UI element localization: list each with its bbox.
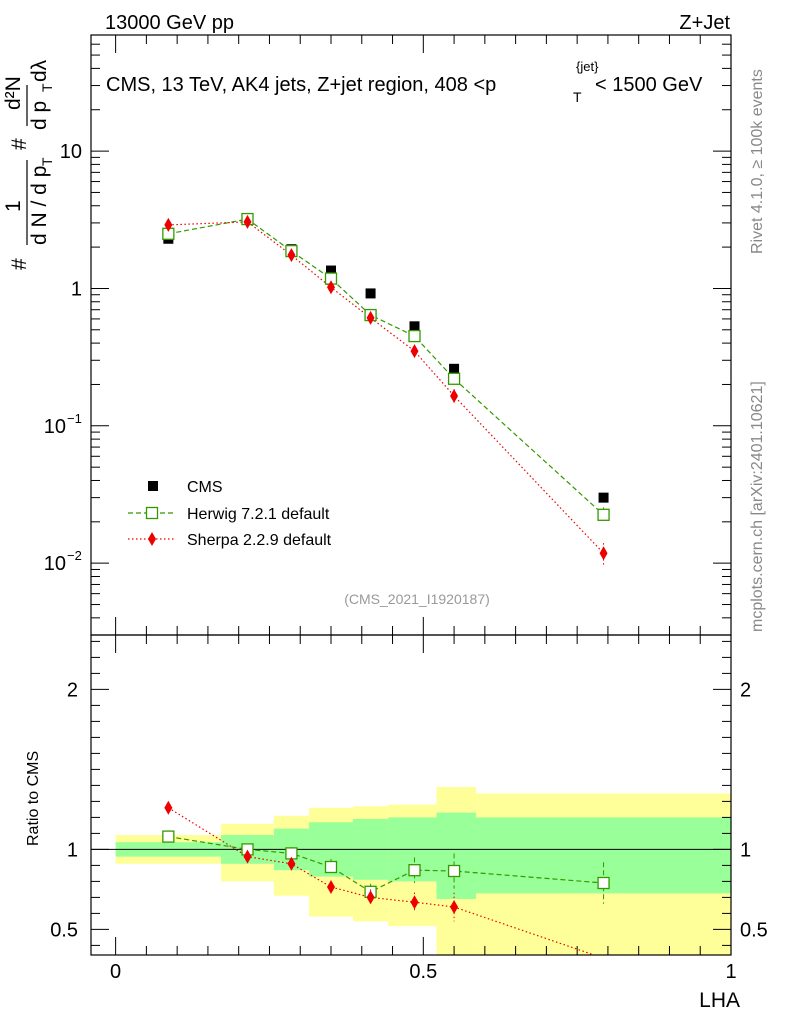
- ratio-ytick-label-left: 2: [67, 679, 78, 701]
- herwig-ratio-point: [597, 876, 610, 890]
- stat-uncertainty-band: [436, 812, 477, 899]
- ylabel-frac1-num: 1: [2, 200, 25, 212]
- cms-point: [598, 492, 609, 503]
- legend-label-cms: CMS: [187, 479, 223, 496]
- sherpa-point: [410, 344, 419, 359]
- cms-point: [449, 363, 460, 374]
- ylabel-sub-2: T: [39, 83, 55, 92]
- cms-point: [326, 265, 336, 276]
- herwig-point: [597, 508, 610, 521]
- ylabel-frac1-den: d N / d p: [28, 166, 51, 245]
- ratio-series: [162, 800, 610, 956]
- herwig-ratio-point: [162, 830, 175, 843]
- main-ytick-label: 10: [44, 553, 66, 575]
- source-label: mcplots.cern.ch [arXiv:2401.10621]: [749, 381, 766, 632]
- ratio-ytick-label-right: 0.5: [740, 919, 768, 941]
- ratio-ytick-label-left: 0.5: [50, 919, 78, 941]
- sherpa-ratio-point: [287, 856, 296, 871]
- legend: CMS Herwig 7.2.1 default Sherpa 2.2.9 de…: [128, 479, 332, 549]
- sherpa-ratio-point: [164, 800, 173, 815]
- ratio-ytick-label-right: 1: [740, 839, 751, 861]
- main-title-sub: T: [573, 89, 582, 105]
- main-title-suffix: < 1500 GeV: [595, 74, 703, 96]
- main-title-prefix: CMS, 13 TeV, AK4 jets, Z+jet region, 408…: [106, 74, 496, 96]
- ratio-ytick-label-left: 1: [67, 839, 78, 861]
- sherpa-point: [287, 248, 296, 263]
- xlabel: LHA: [699, 989, 740, 1012]
- ylabel-sub-1: T: [39, 157, 55, 166]
- herwig-ratio-point: [324, 860, 338, 874]
- main-ytick-exponent: −1: [67, 411, 82, 426]
- sherpa-ratio-point: [450, 900, 459, 914]
- main-title-sup: {jet}: [576, 59, 599, 74]
- ratio-axis-ticks: [91, 635, 732, 955]
- legend-marker-sherpa: [148, 532, 156, 546]
- herwig-point: [408, 329, 421, 343]
- sherpa-point: [327, 280, 335, 295]
- ratio-plot-area: 0.5 0.51 12 20 0.5 1: [50, 634, 768, 983]
- xtick-label: 0: [110, 961, 121, 983]
- ratio-plot-frame: [90, 634, 732, 956]
- herwig-point: [447, 372, 461, 385]
- main-series: [162, 212, 610, 566]
- main-ytick-label: 10: [44, 416, 66, 438]
- ylabel-frac2-num: d²N: [2, 76, 25, 110]
- main-ytick-label: 1: [71, 278, 82, 300]
- process-label: Z+Jet: [679, 12, 730, 34]
- sherpa-ratio-point: [327, 880, 335, 894]
- main-ytick-exponent: −2: [67, 548, 82, 563]
- xtick-label: 1: [725, 961, 736, 983]
- legend-label-herwig: Herwig 7.2.1 default: [187, 506, 330, 523]
- energy-label: 13000 GeV pp: [105, 12, 234, 34]
- ratio-uncertainty-bands: [115, 787, 731, 955]
- sherpa-ratio-point: [366, 890, 375, 905]
- sherpa-point: [243, 214, 252, 229]
- legend-marker-herwig: [145, 506, 159, 520]
- herwig-ratio-point: [447, 864, 461, 878]
- sherpa-ratio-point: [243, 849, 252, 864]
- legend-entry-sherpa: Sherpa 2.2.9 default: [128, 532, 332, 549]
- ratio-tick-labels: 0.5 0.51 12 20 0.5 1: [50, 679, 768, 983]
- ylabel-hash-1: #: [8, 258, 31, 270]
- analysis-id: (CMS_2021_I1920187): [344, 591, 490, 607]
- ratio-ytick-label-right: 2: [740, 679, 751, 701]
- cms-point: [409, 321, 420, 332]
- herwig-ratio-point: [408, 864, 421, 877]
- sherpa-point: [164, 217, 173, 232]
- legend-entry-herwig: Herwig 7.2.1 default: [128, 506, 330, 523]
- legend-label-sherpa: Sherpa 2.2.9 default: [187, 532, 332, 549]
- xtick-label: 0.5: [409, 961, 437, 983]
- ylabel-frac2-den: d p: [28, 101, 51, 130]
- ratio-ylabel: Ratio to CMS: [25, 751, 42, 846]
- cms-point: [365, 288, 376, 299]
- sherpa-point: [450, 388, 459, 403]
- ylabel-hash-2: #: [8, 138, 31, 150]
- main-ytick-label: 10: [60, 141, 82, 163]
- sherpa-line: [168, 221, 605, 554]
- main-ylabel: # 1 d N / d p T # d²N d p T dλ: [2, 59, 55, 270]
- legend-marker-cms: [148, 481, 158, 491]
- legend-entry-cms: CMS: [148, 479, 223, 496]
- rivet-version-label: Rivet 4.1.0, ≥ 100k events: [749, 69, 766, 254]
- main-axis-ticks: [91, 34, 732, 636]
- sherpa-point: [366, 310, 375, 325]
- sherpa-ratio-line: [168, 807, 595, 956]
- ylabel-frac2-tail: dλ: [28, 59, 51, 82]
- sherpa-point: [599, 546, 608, 561]
- sherpa-ratio-point: [410, 895, 419, 910]
- main-title: CMS, 13 TeV, AK4 jets, Z+jet region, 408…: [106, 59, 703, 105]
- herwig-line: [168, 218, 605, 516]
